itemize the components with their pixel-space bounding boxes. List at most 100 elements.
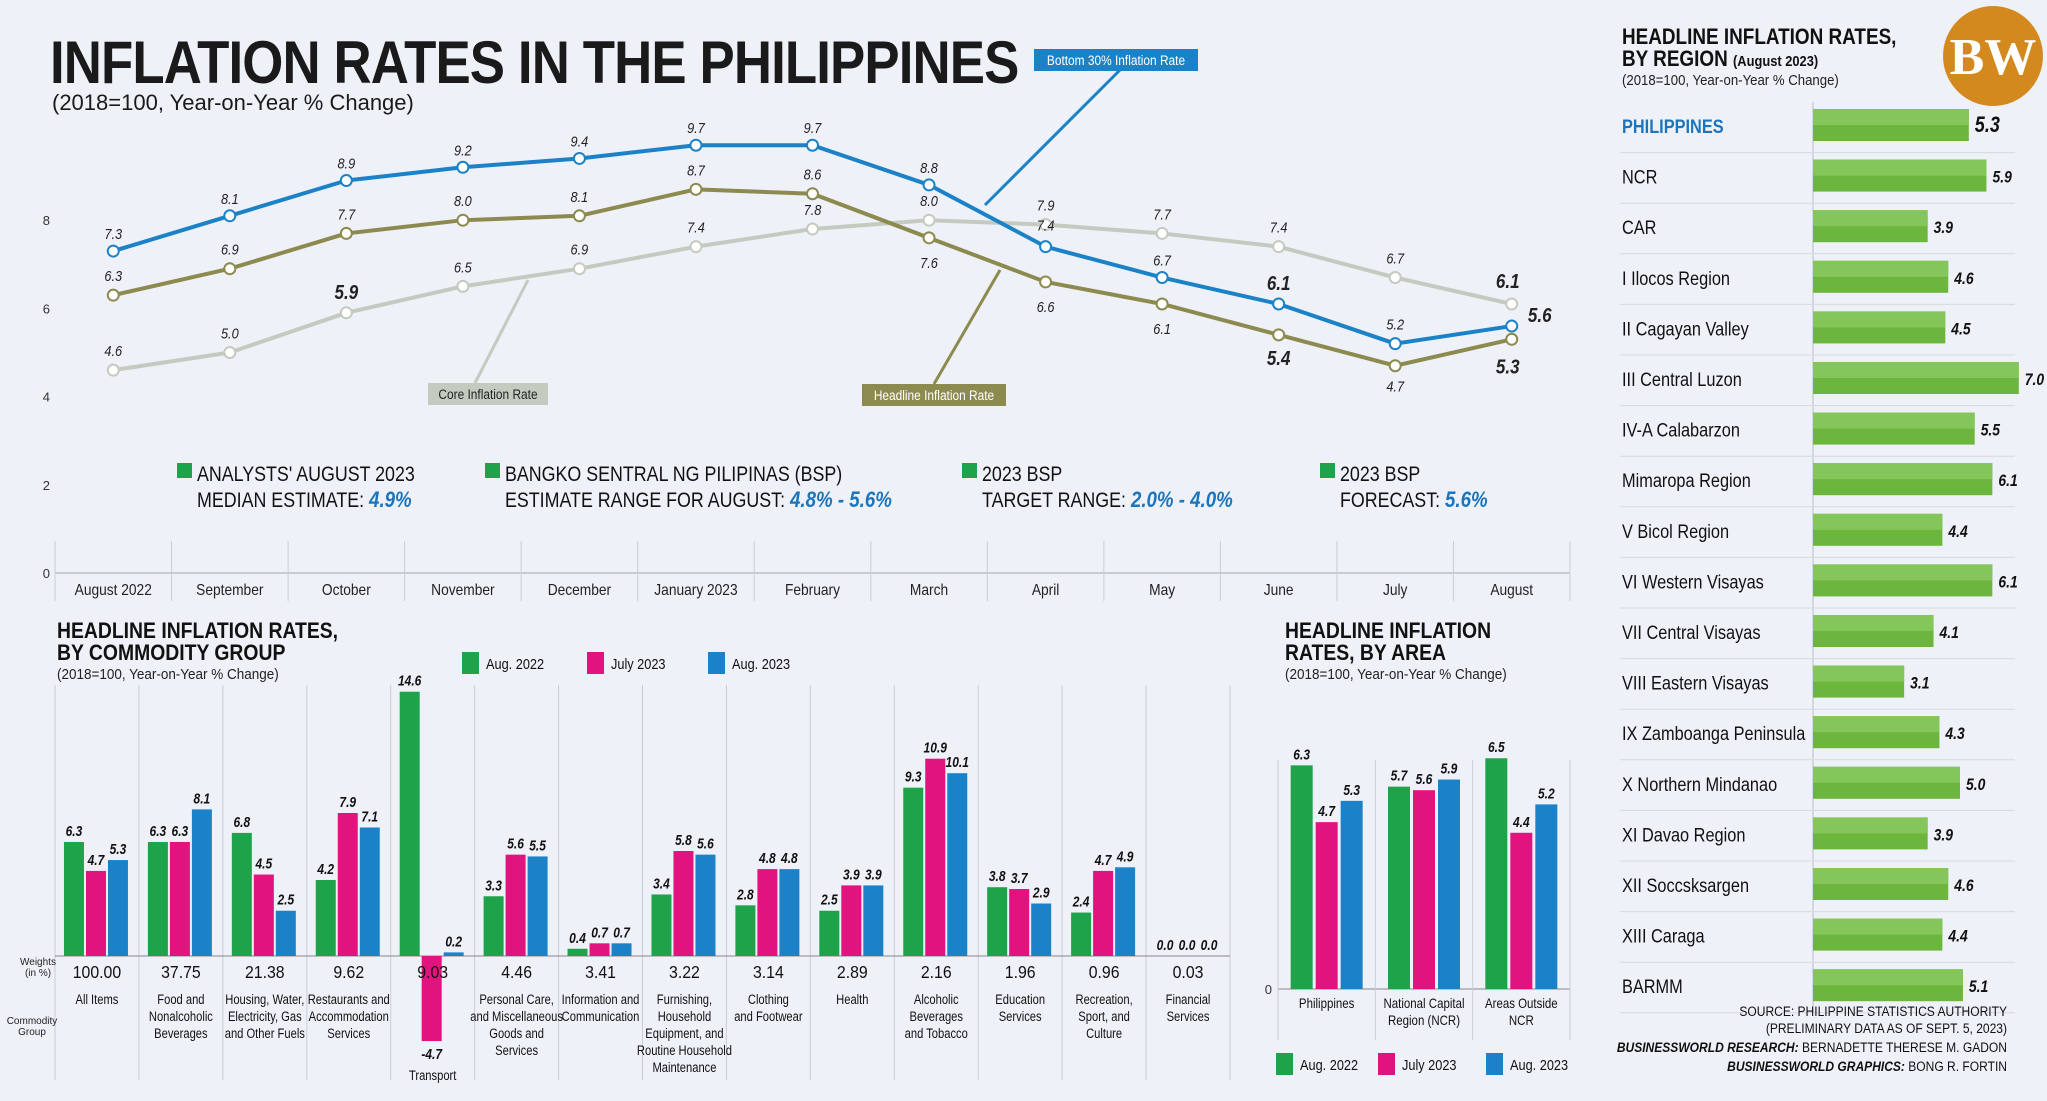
commodity-title-2: BY COMMODITY GROUP bbox=[57, 641, 286, 665]
data-label: 8.9 bbox=[337, 155, 355, 172]
data-label: 6.7 bbox=[1386, 250, 1405, 267]
category-label: Financial bbox=[1166, 992, 1211, 1007]
bottom30-callout-text: Bottom 30% Inflation Rate bbox=[1047, 52, 1185, 68]
bar bbox=[947, 773, 968, 956]
bar bbox=[819, 910, 840, 956]
data-label: 7.3 bbox=[104, 225, 122, 242]
weight-value: 4.46 bbox=[501, 962, 532, 982]
bar bbox=[1009, 889, 1030, 956]
page-subtitle: (2018=100, Year-on-Year % Change) bbox=[52, 90, 414, 115]
core-callout-box bbox=[428, 383, 548, 405]
weight-value: 100.00 bbox=[73, 962, 121, 982]
bar bbox=[1031, 903, 1052, 956]
legend-swatch bbox=[587, 652, 604, 674]
credit-research-label: BUSINESSWORLD RESEARCH: bbox=[1617, 1039, 1799, 1055]
x-tick-label: December bbox=[548, 581, 611, 599]
bar-label: 5.9 bbox=[1441, 760, 1458, 777]
bar-label: 9.3 bbox=[905, 768, 922, 785]
data-point bbox=[1388, 271, 1402, 285]
category-label: Electricity, Gas bbox=[228, 1009, 302, 1024]
bar bbox=[567, 948, 588, 956]
region-bar-shine bbox=[1813, 260, 1949, 277]
x-tick-label: February bbox=[785, 581, 841, 599]
data-point bbox=[572, 262, 586, 276]
headline-callout-text: Headline Inflation Rate bbox=[874, 387, 994, 403]
bar-label: 6.3 bbox=[66, 823, 83, 840]
bottom30-callout-box bbox=[1034, 49, 1198, 71]
estimate-value: 5.6% bbox=[1445, 489, 1488, 513]
bar bbox=[1535, 804, 1558, 989]
region-value: 4.6 bbox=[1953, 270, 1974, 289]
bar-label: 5.6 bbox=[1416, 771, 1433, 788]
bar bbox=[107, 860, 128, 956]
bar bbox=[275, 910, 296, 956]
data-point bbox=[922, 231, 936, 245]
data-label: 7.7 bbox=[337, 205, 356, 222]
bar-label: 5.6 bbox=[507, 835, 524, 852]
category-label: Household bbox=[658, 1009, 711, 1024]
weight-value: 9.03 bbox=[417, 962, 448, 982]
bar bbox=[1290, 765, 1313, 989]
data-label: 8.7 bbox=[687, 161, 706, 178]
region-label: XII Soccsksargen bbox=[1622, 875, 1749, 896]
data-point bbox=[456, 279, 470, 293]
bar bbox=[231, 832, 252, 956]
bar-label: 6.3 bbox=[172, 823, 189, 840]
region-bar-shine bbox=[1813, 969, 1963, 986]
bar bbox=[315, 879, 336, 956]
data-point bbox=[1272, 240, 1286, 254]
bar-label: 0.0 bbox=[1201, 937, 1218, 954]
estimate-line2: ESTIMATE RANGE FOR AUGUST: 4.8% - 5.6% bbox=[505, 489, 892, 513]
bar bbox=[841, 885, 862, 956]
category-label: Alcoholic bbox=[914, 992, 959, 1007]
data-label: 6.9 bbox=[571, 241, 589, 258]
bar bbox=[1340, 800, 1363, 989]
data-point bbox=[1505, 332, 1519, 346]
bar-label: 4.8 bbox=[780, 850, 798, 867]
data-label: 5.0 bbox=[221, 324, 239, 341]
bar-label: 0.7 bbox=[613, 924, 631, 941]
weights-label: Weights bbox=[20, 957, 56, 968]
bw-logo-text: BW bbox=[1950, 29, 2037, 86]
bar bbox=[169, 841, 190, 956]
region-bar-shine bbox=[1813, 817, 1928, 834]
data-label: 9.2 bbox=[454, 141, 472, 158]
bar-label: 0.0 bbox=[1157, 937, 1174, 954]
bar-label: 0.7 bbox=[591, 924, 609, 941]
region-label: Mimaropa Region bbox=[1622, 470, 1751, 491]
bar-label: 10.9 bbox=[924, 739, 948, 756]
region-value: 5.9 bbox=[1992, 168, 2012, 187]
x-tick-label: September bbox=[196, 581, 263, 599]
bar bbox=[421, 956, 442, 1042]
bar-label: 0.2 bbox=[445, 933, 462, 950]
bar bbox=[337, 813, 358, 956]
category-label: Services bbox=[1167, 1009, 1210, 1024]
category-label: Communication bbox=[562, 1009, 640, 1024]
data-label: 6.1 bbox=[1267, 272, 1291, 295]
bar bbox=[527, 856, 548, 956]
data-point bbox=[1039, 275, 1053, 289]
bar-label: 4.7 bbox=[87, 852, 106, 869]
data-point bbox=[223, 209, 237, 223]
bar-label: -4.7 bbox=[421, 1046, 443, 1063]
bar-label: 2.5 bbox=[820, 891, 838, 908]
bar bbox=[63, 841, 84, 956]
estimate-line2: TARGET RANGE: 2.0% - 4.0% bbox=[982, 489, 1233, 513]
data-point bbox=[1272, 297, 1286, 311]
bar-label: 2.9 bbox=[1032, 884, 1050, 901]
bar bbox=[673, 851, 694, 956]
estimate-line2: MEDIAN ESTIMATE: 4.9% bbox=[197, 489, 412, 513]
data-point bbox=[572, 209, 586, 223]
data-point bbox=[806, 138, 819, 152]
data-label: 9.7 bbox=[687, 119, 706, 136]
credit-research-name: BERNADETTE THERESE M. GADON bbox=[1799, 1039, 2007, 1055]
data-point bbox=[456, 213, 470, 227]
category-label: Maintenance bbox=[652, 1060, 716, 1075]
data-label: 7.8 bbox=[804, 201, 822, 218]
bar bbox=[757, 869, 778, 956]
bar-label: 6.3 bbox=[150, 823, 167, 840]
data-point bbox=[106, 244, 120, 258]
data-label: 7.6 bbox=[920, 254, 938, 271]
region-title-2: BY REGION (August 2023) bbox=[1622, 47, 1818, 72]
